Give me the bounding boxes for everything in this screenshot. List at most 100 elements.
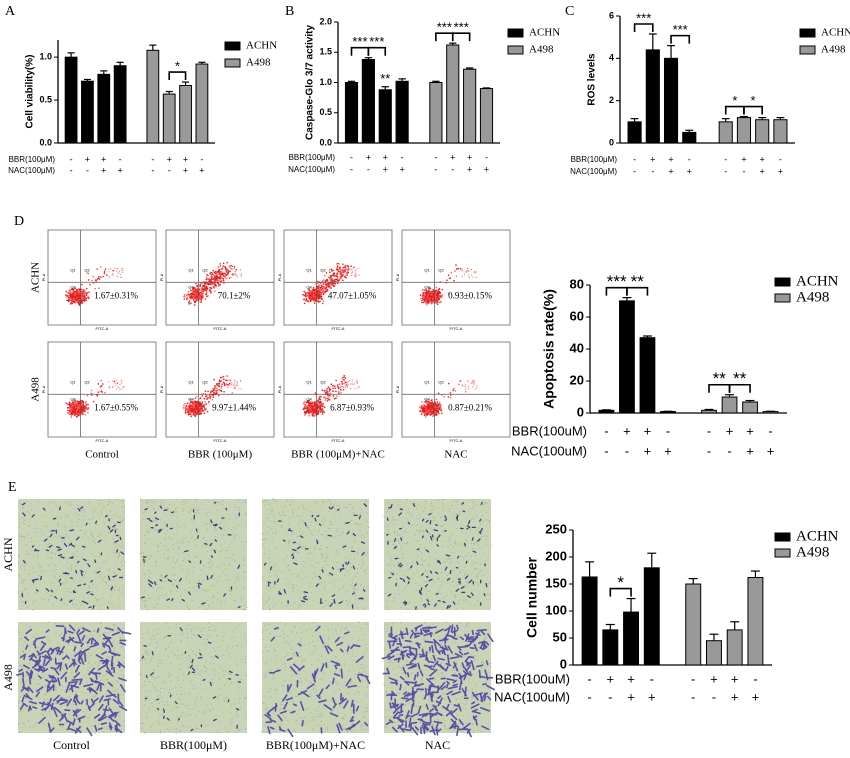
flow-dot (317, 413, 319, 416)
flow-dot (318, 289, 321, 292)
flow-plot (165, 229, 275, 326)
flow-dot (228, 277, 231, 279)
flow-dot (308, 404, 311, 407)
flow-dot (112, 269, 114, 272)
bar (726, 629, 743, 666)
bar (755, 119, 770, 144)
flow-dot (201, 282, 204, 285)
flow-dot (200, 290, 203, 292)
flow-dot (223, 378, 225, 381)
pore (47, 536, 49, 538)
flow-dot (320, 404, 322, 407)
flow-dot (103, 272, 106, 275)
flow-dot (462, 384, 464, 386)
flow-dot (122, 271, 124, 273)
flow-dot (235, 268, 237, 271)
condition-sign: + (167, 154, 172, 164)
flow-dot (218, 381, 221, 383)
y-axis-label: ROS levels (587, 53, 598, 106)
flow-dot (468, 387, 470, 390)
flow-dot (326, 288, 329, 291)
flow-dot (206, 410, 209, 413)
y-axis-label: Apoptosis rate(%) (541, 289, 557, 409)
flow-dot (221, 383, 223, 386)
flow-dot (186, 293, 189, 296)
bar (162, 93, 176, 144)
significance-bracket (609, 587, 632, 597)
flow-dot (421, 401, 423, 403)
flow-dot (210, 291, 212, 294)
flow-dot (341, 380, 343, 383)
pore (31, 509, 33, 512)
pore (97, 535, 99, 538)
flow-dot (218, 285, 220, 287)
flow-dot (207, 401, 210, 404)
pore (70, 569, 72, 571)
flow-dot (439, 296, 441, 299)
pore (38, 574, 40, 576)
flow-dot (87, 407, 90, 409)
condition-sign: + (726, 423, 734, 438)
flow-dot (76, 288, 79, 291)
flow-dot (78, 295, 80, 298)
flow-dot (84, 402, 87, 404)
pore (39, 565, 41, 567)
pore (65, 581, 67, 584)
flow-dot (75, 294, 77, 296)
flow-dot (438, 402, 441, 404)
flow-dot (424, 409, 426, 412)
flow-dot (214, 272, 216, 275)
flow-dot (351, 268, 353, 270)
pore (51, 557, 53, 559)
quadrant-label: Q4 (424, 284, 430, 289)
pore (74, 511, 77, 514)
condition-label: BBR(100uM) (512, 423, 587, 438)
flow-dot (434, 402, 437, 405)
flow-dot (201, 401, 204, 404)
flow-dot (77, 411, 79, 414)
flow-dot (72, 412, 74, 414)
flow-dot (304, 407, 307, 410)
flow-dot (321, 411, 324, 414)
flow-dot (358, 386, 360, 388)
legend-swatch (774, 277, 791, 287)
flow-dot (463, 272, 465, 274)
significance-bracket (626, 286, 649, 296)
flow-dot (443, 395, 445, 398)
flow-dot (462, 270, 464, 272)
axis-label: FITC-A (96, 438, 109, 443)
condition-sign: - (608, 689, 612, 704)
condition-sign: - (768, 423, 772, 438)
flow-dot (205, 293, 208, 296)
flow-dot (87, 411, 89, 414)
flow-dot (226, 261, 228, 264)
flow-dot (102, 275, 104, 278)
pore (65, 514, 67, 517)
pore (107, 580, 109, 583)
pore (24, 565, 26, 567)
flow-dot (89, 283, 91, 286)
condition-sign: + (607, 671, 615, 686)
pore (60, 516, 62, 518)
pore (121, 520, 124, 522)
flow-dot (195, 404, 198, 407)
flow-dot (311, 402, 314, 405)
flow-dot (190, 415, 192, 418)
flow-dot (81, 301, 83, 303)
flow-dot (220, 387, 223, 389)
flow-dot (120, 379, 122, 381)
bar (627, 121, 642, 144)
pore (40, 597, 42, 599)
flow-dot (217, 394, 220, 397)
significance-bracket (670, 34, 691, 44)
quadrant-label: Q2 (84, 379, 90, 384)
flow-dot (215, 284, 217, 286)
condition-sign: - (70, 154, 73, 164)
flow-dot (222, 262, 225, 265)
significance-label: * (175, 58, 180, 73)
condition-sign: + (85, 154, 90, 164)
flow-dot (327, 386, 330, 388)
flow-dot (68, 289, 71, 292)
flow-dot (328, 284, 331, 286)
condition-sign: + (687, 166, 692, 176)
